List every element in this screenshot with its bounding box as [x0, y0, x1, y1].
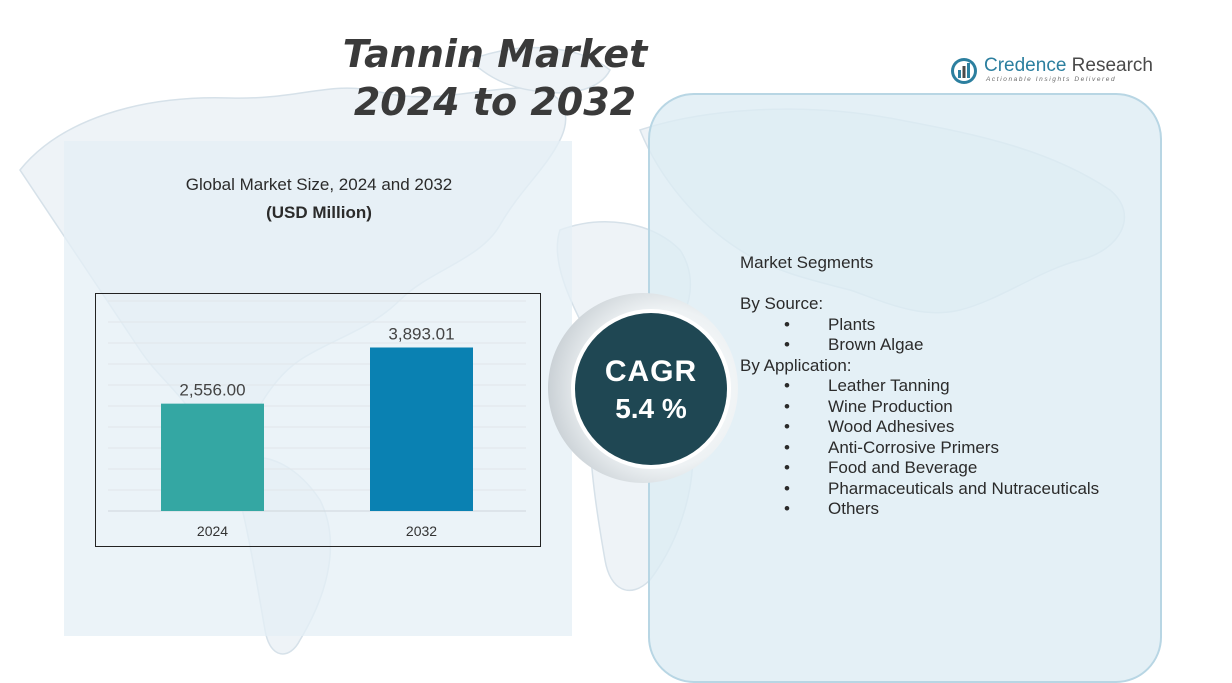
title-line-2: 2024 to 2032	[353, 80, 637, 124]
logo-name-part1: Credence	[984, 55, 1067, 76]
data-label-2032: 3,893.01	[388, 324, 454, 343]
market-segments: Market Segments By Source: Plants Brown …	[740, 253, 1160, 520]
segment-item: Brown Algae	[740, 335, 1160, 356]
bar-chart-svg: 2,556.00 2024 3,893.01 2032	[108, 300, 526, 539]
segment-item: Wine Production	[740, 397, 1160, 418]
x-tick-label-2032: 2032	[406, 523, 437, 539]
segment-item: Plants	[740, 315, 1160, 336]
logo-name-part2: Research	[1071, 55, 1153, 76]
x-tick-label-2024: 2024	[197, 523, 228, 539]
credence-research-logo: Credence Research Actionable Insights De…	[950, 55, 1153, 89]
segment-item: Others	[740, 499, 1160, 520]
cagr-value: 5.4 %	[615, 393, 687, 424]
segment-item: Wood Adhesives	[740, 417, 1160, 438]
bar-chart-logo-icon	[951, 58, 977, 84]
chart-title-block: Global Market Size, 2024 and 2032 (USD M…	[120, 173, 518, 225]
segment-item: Food and Beverage	[740, 458, 1160, 479]
cagr-badge: CAGR 5.4 %	[575, 313, 727, 465]
segment-item: Anti-Corrosive Primers	[740, 438, 1160, 459]
data-label-2024: 2,556.00	[179, 381, 245, 400]
bar-2032	[370, 347, 473, 511]
segment-group-source: By Source: Plants Brown Algae	[740, 294, 1160, 356]
logo-name: Credence Research	[984, 55, 1153, 77]
segment-group-title: By Source:	[740, 294, 824, 313]
segment-group-title: By Application:	[740, 355, 852, 375]
segments-heading: Market Segments	[740, 253, 874, 272]
segment-item: Leather Tanning	[740, 376, 1160, 397]
segment-list-source: Plants Brown Algae	[740, 315, 1160, 356]
title-line-1: Tannin Market	[342, 32, 648, 76]
market-size-panel	[64, 141, 572, 636]
segment-group-application: By Application: Leather Tanning Wine Pro…	[740, 356, 1160, 520]
chart-unit: (USD Million)	[266, 203, 372, 222]
cagr-label: CAGR	[604, 355, 698, 388]
bar-chart: 2,556.00 2024 3,893.01 2032	[95, 293, 541, 547]
segment-item: Pharmaceuticals and Nutraceuticals	[740, 479, 1160, 500]
logo-tagline: Actionable Insights Delivered	[986, 76, 1117, 83]
chart-title: Global Market Size, 2024 and 2032	[185, 175, 453, 194]
page-title: Tannin Market 2024 to 2032	[300, 30, 690, 126]
segment-list-application: Leather Tanning Wine Production Wood Adh…	[740, 376, 1160, 520]
bar-2024	[161, 403, 264, 511]
